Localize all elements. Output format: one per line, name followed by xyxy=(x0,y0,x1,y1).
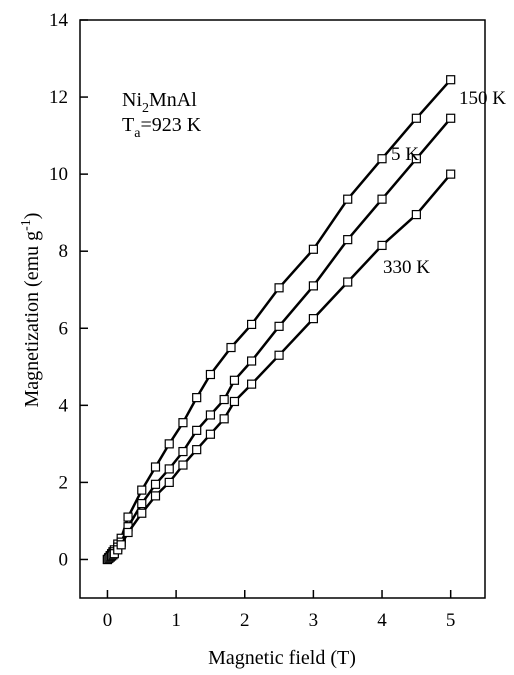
data-point xyxy=(137,498,147,509)
data-point xyxy=(205,410,216,420)
data-point xyxy=(123,512,133,522)
x-tick-label: 2 xyxy=(240,610,250,631)
y-tick-label: 10 xyxy=(49,164,68,185)
data-point xyxy=(274,350,284,360)
data-point xyxy=(116,540,126,550)
data-point xyxy=(377,240,387,251)
data-point xyxy=(377,194,387,204)
y-tick-label: 2 xyxy=(59,472,69,493)
data-point xyxy=(137,485,147,495)
data-point xyxy=(274,321,284,331)
x-tick-label: 1 xyxy=(171,610,181,631)
data-point xyxy=(247,319,257,330)
y-axis-title-end: ) xyxy=(21,213,43,220)
series-label-330k: 330 K xyxy=(383,257,430,278)
series-label-150k: 150 K xyxy=(459,88,506,109)
data-point xyxy=(308,244,318,254)
data-point xyxy=(164,439,174,449)
data-point xyxy=(446,169,456,179)
data-point xyxy=(229,396,240,407)
y-tick-label: 6 xyxy=(59,318,69,339)
data-point xyxy=(411,209,421,220)
x-tick-label: 4 xyxy=(377,610,387,631)
x-tick-label: 3 xyxy=(309,610,319,631)
y-tick-label: 0 xyxy=(59,549,69,570)
data-point xyxy=(343,235,353,245)
sample-annotation-line1: Ni2MnAl xyxy=(122,89,197,116)
y-tick-label: 12 xyxy=(49,87,68,108)
data-point xyxy=(308,281,318,291)
annot-mnal: MnAl xyxy=(149,89,197,111)
series-label-5k: 5 K xyxy=(391,144,419,165)
annot-ni: Ni xyxy=(122,89,142,111)
y-axis-ticks: 0 2 4 6 8 10 12 14 xyxy=(49,10,88,570)
data-point xyxy=(446,113,456,123)
data-point xyxy=(308,314,318,324)
x-tick-label: 0 xyxy=(103,610,113,631)
sample-annotation-line2: Ta=923 K xyxy=(122,114,202,141)
data-point xyxy=(164,477,174,487)
data-point xyxy=(164,464,174,474)
data-point xyxy=(150,491,161,501)
data-point xyxy=(377,154,387,164)
data-point xyxy=(205,429,216,439)
data-point xyxy=(137,508,147,518)
data-point xyxy=(411,154,421,164)
data-point xyxy=(247,379,257,389)
series-layer xyxy=(102,75,456,565)
data-point xyxy=(150,479,161,489)
data-point xyxy=(411,113,421,123)
y-tick-label: 14 xyxy=(49,10,69,31)
plot-frame xyxy=(79,19,486,599)
y-tick-label: 8 xyxy=(59,241,69,262)
data-point xyxy=(178,418,188,428)
data-point xyxy=(150,462,161,472)
series-line xyxy=(106,173,452,561)
data-point xyxy=(446,75,456,85)
y-axis-title: Magnetization (emu g-1) xyxy=(19,213,43,408)
data-point xyxy=(192,425,202,435)
data-point xyxy=(229,375,240,385)
data-point xyxy=(192,393,202,403)
y-tick-label: 4 xyxy=(59,395,69,416)
data-point xyxy=(219,414,229,424)
x-axis-ticks: 0 1 2 3 4 5 xyxy=(103,590,456,631)
data-point xyxy=(178,460,188,470)
data-point xyxy=(247,356,257,366)
y-axis-title-main: Magnetization (emu g xyxy=(21,231,43,408)
data-point xyxy=(178,446,188,457)
data-point xyxy=(205,369,216,380)
x-axis-title: Magnetic field (T) xyxy=(208,647,356,669)
annot-t-sub: a xyxy=(134,126,141,141)
annot-temp: =923 K xyxy=(140,114,201,136)
data-point xyxy=(192,445,202,455)
data-point xyxy=(274,283,284,293)
data-point xyxy=(219,394,229,405)
data-point xyxy=(343,277,353,287)
y-axis-title-sup: -1 xyxy=(19,219,34,231)
annot-t: T xyxy=(122,114,134,136)
data-point xyxy=(343,194,353,204)
series-3 xyxy=(102,169,456,565)
annot-ni-sub: 2 xyxy=(142,101,149,116)
data-point xyxy=(226,342,236,353)
data-point xyxy=(123,527,133,538)
x-tick-label: 5 xyxy=(446,610,456,631)
